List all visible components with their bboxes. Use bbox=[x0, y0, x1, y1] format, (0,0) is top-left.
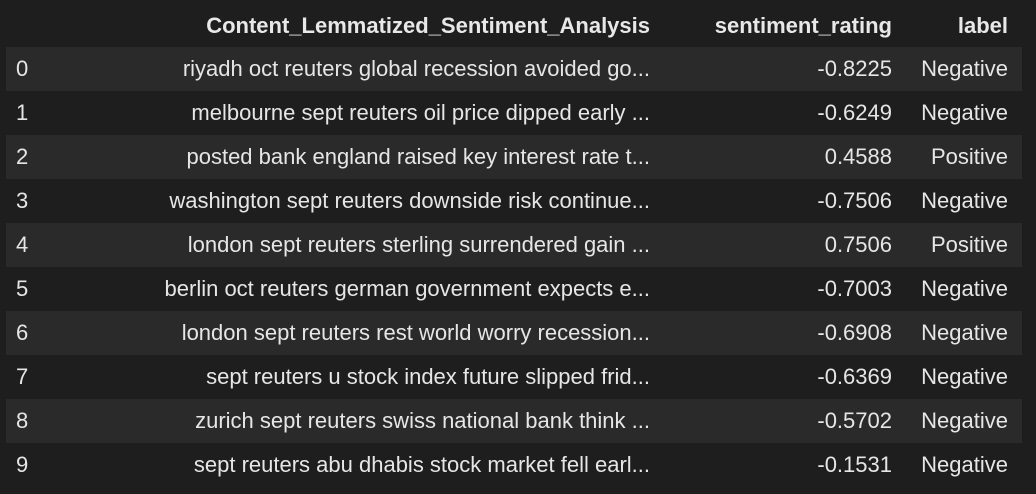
table-body: 0 riyadh oct reuters global recession avo… bbox=[6, 47, 1022, 487]
table-row: 5 berlin oct reuters german government ex… bbox=[6, 267, 1022, 311]
cell-label: Negative bbox=[921, 56, 1008, 81]
table-row: 4 london sept reuters sterling surrendere… bbox=[6, 223, 1022, 267]
cell-sentiment-rating: -0.6908 bbox=[817, 320, 892, 345]
cell-sentiment-rating: -0.7506 bbox=[817, 188, 892, 213]
cell-content: berlin oct reuters german government exp… bbox=[164, 276, 650, 301]
cell-sentiment-rating: -0.6249 bbox=[817, 100, 892, 125]
row-index: 7 bbox=[16, 364, 29, 389]
row-index: 8 bbox=[16, 408, 29, 433]
column-header-sentiment-rating: sentiment_rating bbox=[664, 5, 906, 47]
cell-sentiment-rating: 0.7506 bbox=[824, 232, 892, 257]
cell-sentiment-rating: -0.5702 bbox=[817, 408, 892, 433]
table-row: 0 riyadh oct reuters global recession avo… bbox=[6, 47, 1022, 91]
cell-label: Negative bbox=[921, 364, 1008, 389]
cell-content: riyadh oct reuters global recession avoi… bbox=[182, 56, 650, 81]
cell-content: london sept reuters sterling surrendered… bbox=[187, 232, 650, 257]
cell-content: zurich sept reuters swiss national bank … bbox=[195, 408, 650, 433]
cell-content: sept reuters u stock index future slippe… bbox=[206, 364, 650, 389]
table-row: 3 washington sept reuters downside risk c… bbox=[6, 179, 1022, 223]
cell-sentiment-rating: -0.1531 bbox=[817, 452, 892, 477]
cell-sentiment-rating: -0.6369 bbox=[817, 364, 892, 389]
cell-label: Negative bbox=[921, 320, 1008, 345]
dataframe-table: Content_Lemmatized_Sentiment_Analysis se… bbox=[6, 5, 1022, 487]
index-header bbox=[6, 5, 58, 47]
table-row: 2 posted bank england raised key interest… bbox=[6, 135, 1022, 179]
row-index: 4 bbox=[16, 232, 29, 257]
cell-label: Negative bbox=[921, 408, 1008, 433]
cell-content: london sept reuters rest world worry rec… bbox=[181, 320, 650, 345]
row-index: 1 bbox=[16, 100, 29, 125]
row-index: 6 bbox=[16, 320, 29, 345]
column-header-label: label bbox=[906, 5, 1022, 47]
table-row: 6 london sept reuters rest world worry re… bbox=[6, 311, 1022, 355]
cell-label: Negative bbox=[921, 188, 1008, 213]
table-row: 7 sept reuters u stock index future slipp… bbox=[6, 355, 1022, 399]
header-row: Content_Lemmatized_Sentiment_Analysis se… bbox=[6, 5, 1022, 47]
cell-label: Negative bbox=[921, 100, 1008, 125]
cell-label: Positive bbox=[930, 232, 1008, 257]
cell-label: Positive bbox=[930, 144, 1008, 169]
column-header-content: Content_Lemmatized_Sentiment_Analysis bbox=[58, 5, 664, 47]
row-index: 0 bbox=[16, 56, 29, 81]
cell-label: Negative bbox=[921, 452, 1008, 477]
table-row: 9 sept reuters abu dhabis stock market fe… bbox=[6, 443, 1022, 487]
row-index: 9 bbox=[16, 452, 29, 477]
cell-label: Negative bbox=[921, 276, 1008, 301]
cell-content: melbourne sept reuters oil price dipped … bbox=[191, 100, 650, 125]
row-index: 3 bbox=[16, 188, 29, 213]
cell-content: posted bank england raised key interest … bbox=[186, 144, 650, 169]
cell-sentiment-rating: 0.4588 bbox=[824, 144, 892, 169]
cell-sentiment-rating: -0.8225 bbox=[817, 56, 892, 81]
cell-sentiment-rating: -0.7003 bbox=[817, 276, 892, 301]
table-row: 8 zurich sept reuters swiss national bank… bbox=[6, 399, 1022, 443]
row-index: 2 bbox=[16, 144, 29, 169]
cell-content: sept reuters abu dhabis stock market fel… bbox=[193, 452, 650, 477]
table-row: 1 melbourne sept reuters oil price dipped… bbox=[6, 91, 1022, 135]
row-index: 5 bbox=[16, 276, 29, 301]
cell-content: washington sept reuters downside risk co… bbox=[169, 188, 650, 213]
